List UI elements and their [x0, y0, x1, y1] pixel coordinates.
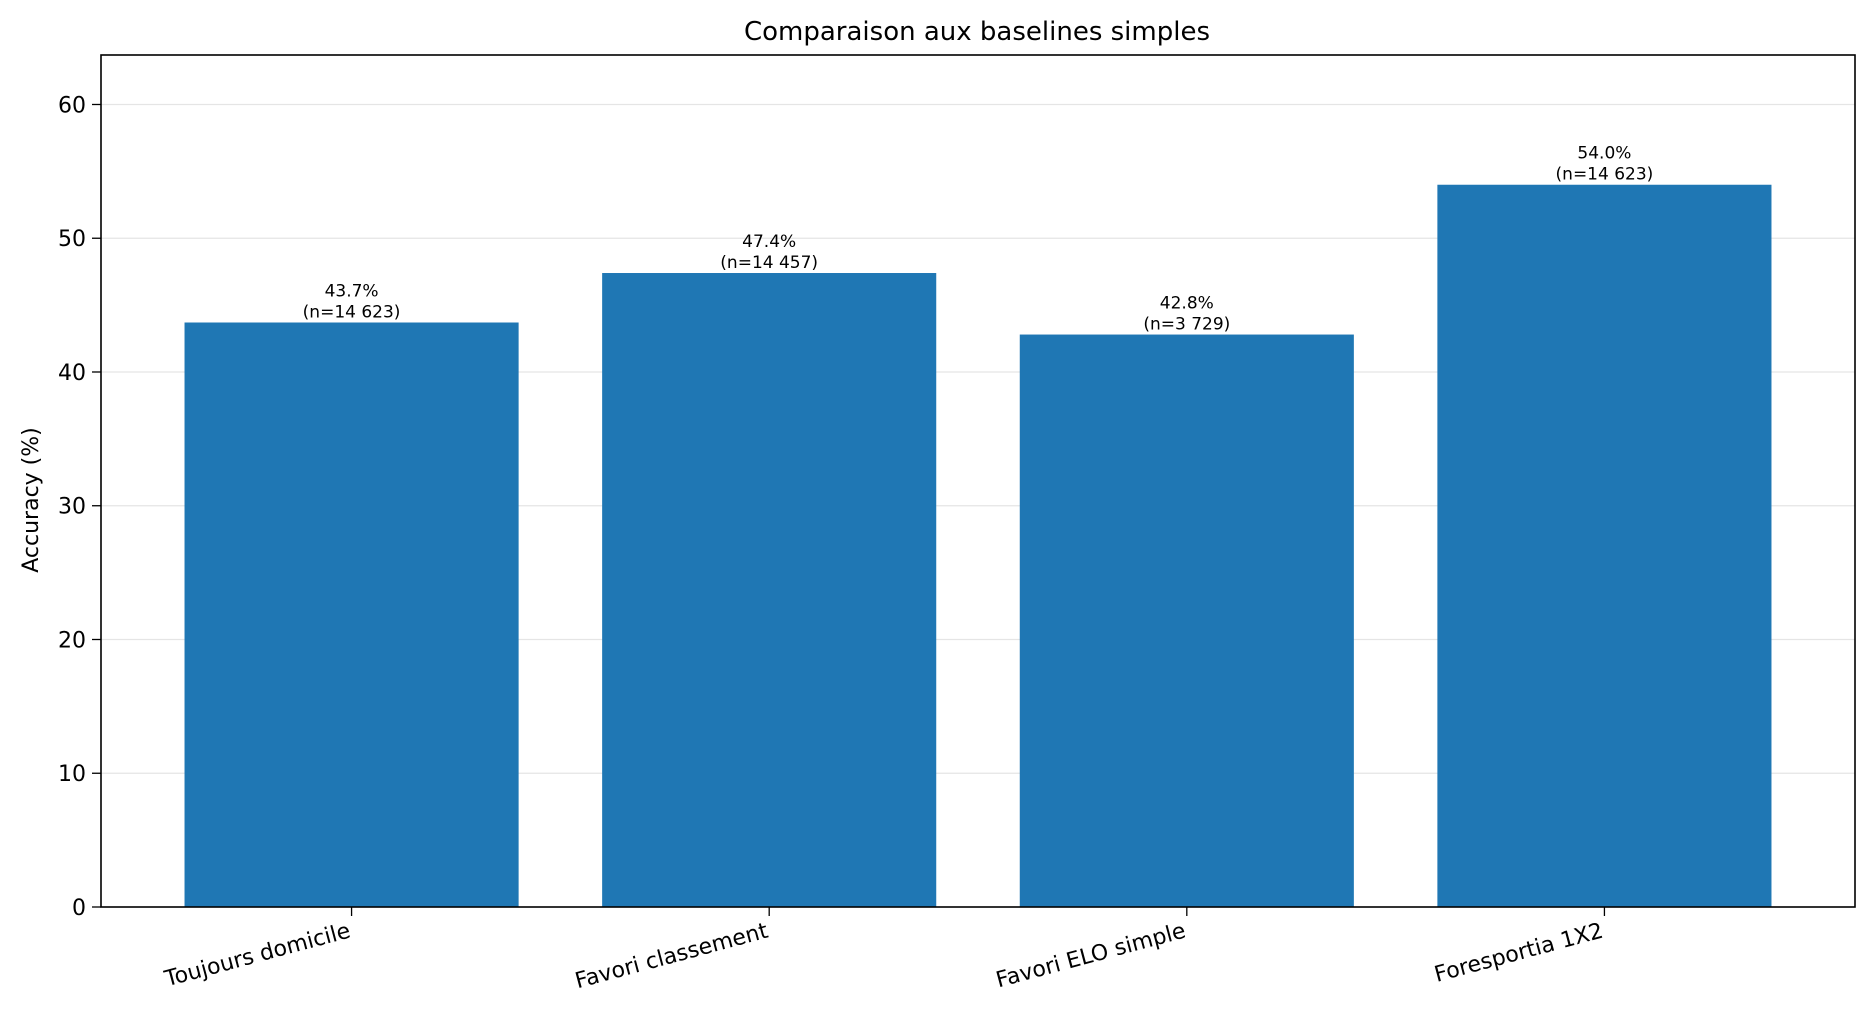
chart-title: Comparaison aux baselines simples: [744, 17, 1210, 47]
y-tick-label: 20: [58, 628, 86, 653]
bar-value-label: 42.8%: [1160, 294, 1214, 314]
bars: [184, 184, 1772, 908]
bar-n-label: (n=14 457): [720, 253, 818, 273]
x-tick-label: Toujours domicile: [161, 919, 353, 993]
bar-3: [1019, 334, 1354, 907]
y-tick-label: 0: [72, 896, 86, 921]
y-tick-label: 40: [58, 361, 86, 386]
y-tick-label: 10: [58, 762, 86, 787]
y-axis-label: Accuracy (%): [19, 427, 44, 573]
plot-frame: [100, 54, 1856, 908]
bar-value-label: 43.7%: [325, 282, 379, 302]
y-tick-label: 60: [58, 93, 86, 118]
bar-1: [184, 322, 519, 908]
y-tick-label: 50: [58, 227, 86, 252]
bar-2: [602, 273, 937, 907]
bar-value-label: 47.4%: [742, 232, 796, 252]
x-tick-label: Favori classement: [573, 919, 772, 995]
bar-value-label: 54.0%: [1577, 144, 1631, 164]
x-tick-label: Favori ELO simple: [993, 919, 1188, 994]
bar-n-label: (n=14 623): [1556, 165, 1654, 185]
data-labels: 43.7%(n=14 623)47.4%(n=14 457)42.8%(n=3 …: [303, 144, 1654, 335]
x-tick-label: Foresportia 1X2: [1432, 919, 1606, 988]
bar-4: [1437, 184, 1772, 908]
y-tick-label: 30: [58, 495, 86, 520]
bar-n-label: (n=14 623): [303, 303, 401, 323]
bar-n-label: (n=3 729): [1143, 315, 1230, 335]
